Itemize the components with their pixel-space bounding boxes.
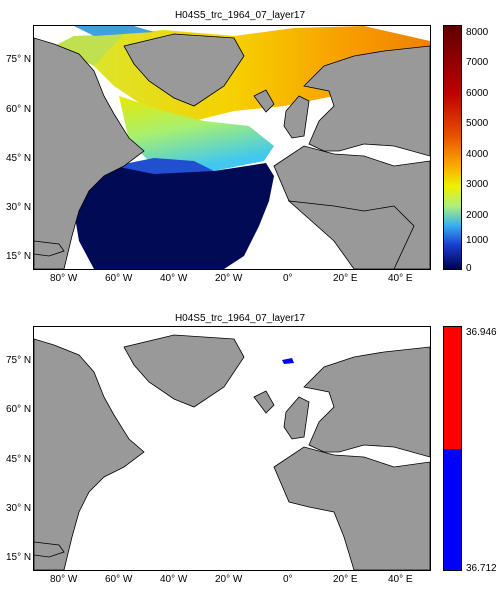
top-colorbar-tick-8000: 8000	[466, 27, 489, 38]
top-colorbar-tick-0: 0	[466, 263, 472, 274]
bottom-lat-label-75: 75° N	[6, 355, 32, 366]
top-lat-label-75: 75° N	[6, 54, 32, 65]
top-colorbar-tick-6000: 6000	[466, 88, 489, 99]
bottom-map-canvas	[34, 327, 430, 570]
top-lat-label-60: 60° N	[6, 104, 32, 115]
bottom-colorbar	[443, 326, 462, 571]
top-colorbar-tick-4000: 4000	[466, 149, 489, 160]
top-map-canvas	[34, 26, 430, 269]
top-lon-label-80w: 80° W	[50, 273, 78, 284]
bottom-data-patch	[282, 358, 294, 364]
bottom-colorbar-upper-segment	[444, 327, 461, 449]
top-lat-label-15: 15° N	[6, 251, 32, 262]
bottom-land	[34, 334, 430, 570]
top-lat-label-30: 30° N	[6, 202, 32, 213]
bottom-lat-label-30: 30° N	[6, 503, 32, 514]
bottom-lat-label-45: 45° N	[6, 454, 32, 465]
bottom-lon-label-80w: 80° W	[50, 574, 78, 585]
bottom-colorbar-lower-segment	[444, 448, 461, 570]
bottom-lon-label-40w: 40° W	[160, 574, 188, 585]
top-lon-label-0: 0°	[283, 273, 293, 284]
bottom-lon-label-0: 0°	[283, 574, 293, 585]
top-lon-label-60w: 60° W	[105, 273, 133, 284]
bottom-lon-label-60w: 60° W	[105, 574, 133, 585]
top-colorbar-tick-5000: 5000	[466, 118, 489, 129]
bottom-colorbar-max-label: 36.946	[466, 327, 497, 338]
top-colorbar-tick-2000: 2000	[466, 210, 489, 221]
bottom-lat-label-15: 15° N	[6, 552, 32, 563]
bottom-map	[33, 326, 431, 571]
top-colorbar	[443, 25, 462, 270]
top-colorbar-tick-1000: 1000	[466, 235, 489, 246]
top-colorbar-tick-3000: 3000	[466, 179, 489, 190]
bottom-lon-label-20w: 20° W	[215, 574, 243, 585]
bottom-lat-label-60: 60° N	[6, 404, 32, 415]
bottom-colorbar-min-label: 36.712	[466, 563, 497, 574]
top-lon-label-40w: 40° W	[160, 273, 188, 284]
top-land	[34, 33, 430, 269]
bottom-lon-label-40e: 40° E	[388, 574, 413, 585]
top-map	[33, 25, 431, 270]
top-lat-label-45: 45° N	[6, 153, 32, 164]
top-lon-label-20e: 20° E	[333, 273, 358, 284]
top-map-title: H04S5_trc_1964_07_layer17	[174, 10, 306, 21]
top-lon-label-20w: 20° W	[215, 273, 243, 284]
bottom-lon-label-20e: 20° E	[333, 574, 358, 585]
top-colorbar-tick-7000: 7000	[466, 57, 489, 68]
top-lon-label-40e: 40° E	[388, 273, 413, 284]
bottom-map-title: H04S5_trc_1964_07_layer17	[174, 313, 306, 324]
